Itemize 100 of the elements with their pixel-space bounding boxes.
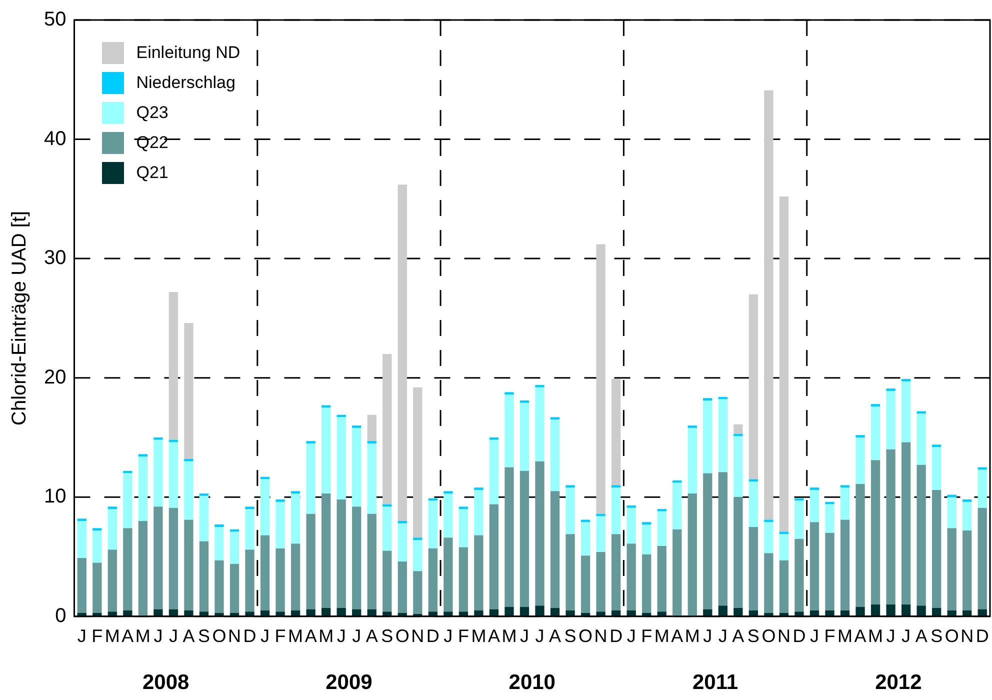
x-tick-label: N (960, 626, 974, 646)
bar (642, 524, 652, 554)
bar (413, 387, 422, 538)
bar (550, 417, 560, 420)
bar (734, 497, 743, 608)
y-tick-label: 40 (44, 128, 66, 150)
bar (611, 379, 621, 486)
x-tick-label: J (703, 626, 712, 646)
x-tick-label: M (288, 626, 304, 646)
legend-label: Q21 (136, 163, 168, 183)
bar (489, 440, 499, 504)
bar (962, 502, 972, 531)
bar (367, 443, 376, 514)
bar (123, 473, 132, 528)
bar (138, 520, 148, 616)
bar (199, 541, 209, 612)
bar (123, 470, 132, 474)
bar (352, 428, 362, 507)
bar (245, 506, 254, 510)
bar (92, 562, 102, 613)
bar (550, 420, 560, 492)
x-tick-label: J (444, 626, 453, 646)
bar (245, 509, 254, 550)
bar (626, 505, 636, 508)
bar (199, 496, 209, 542)
bar (978, 470, 987, 508)
x-tick-label: M (654, 626, 670, 646)
bar (154, 440, 163, 507)
x-tick-label: M (318, 626, 334, 646)
bar (398, 562, 407, 613)
bar (611, 485, 621, 488)
bar (444, 538, 453, 612)
bar (916, 414, 926, 465)
bar (535, 606, 544, 616)
bar (748, 479, 758, 482)
bar (413, 540, 422, 572)
x-tick-label: F (92, 626, 103, 646)
bar (398, 523, 407, 562)
bar (657, 511, 666, 546)
bar (398, 184, 407, 521)
bar (260, 479, 270, 536)
legend-label: Q23 (136, 103, 168, 123)
bar (703, 473, 712, 610)
bar (382, 506, 392, 551)
bar (245, 550, 254, 612)
x-tick-label: A (671, 626, 684, 646)
bar (444, 491, 453, 494)
bar (840, 488, 850, 520)
x-tick-label: A (488, 626, 500, 646)
x-tick-label: J (520, 626, 529, 646)
bar (184, 520, 194, 610)
bar (886, 449, 896, 604)
bar (474, 535, 484, 610)
bar (916, 464, 926, 606)
x-tick-label: O (944, 626, 959, 646)
x-tick-label: S (564, 626, 576, 646)
bar (306, 443, 316, 514)
bar (428, 500, 438, 548)
x-tick-label: D (976, 626, 989, 646)
bar (367, 414, 376, 442)
bar (810, 490, 820, 522)
bar (856, 484, 865, 607)
y-tick-label: 50 (44, 8, 66, 31)
bar (336, 417, 346, 500)
bar (596, 552, 606, 612)
bar (734, 434, 743, 436)
bar (916, 411, 926, 414)
x-tick-label: D (610, 626, 623, 646)
x-tick-label: M (471, 626, 486, 646)
bar (718, 396, 728, 400)
x-tick-label: S (747, 626, 760, 646)
bar (779, 560, 789, 613)
bar (856, 606, 865, 616)
x-tick-label: J (168, 626, 178, 646)
bar (504, 394, 514, 468)
bar (520, 470, 530, 607)
bar (520, 402, 530, 471)
bar (290, 491, 300, 494)
bar (428, 548, 438, 612)
bar (825, 532, 834, 610)
y-tick-label: 30 (44, 247, 66, 270)
bar (92, 528, 102, 531)
bar (580, 522, 590, 556)
bar (840, 520, 850, 610)
bar (794, 538, 804, 612)
bar (535, 384, 544, 388)
bar (779, 534, 789, 560)
bar (276, 502, 285, 548)
x-tick-label: J (902, 626, 911, 646)
x-tick-label: F (274, 626, 286, 646)
bar (611, 534, 621, 610)
bar (276, 548, 285, 612)
x-tick-label: O (762, 626, 776, 646)
bar (444, 494, 453, 538)
x-tick-label: A (854, 626, 866, 646)
y-tick-label: 10 (44, 486, 66, 508)
bar (672, 482, 682, 530)
x-tick-label: M (838, 626, 853, 646)
bar (322, 494, 331, 608)
x-tick-label: J (718, 626, 728, 646)
